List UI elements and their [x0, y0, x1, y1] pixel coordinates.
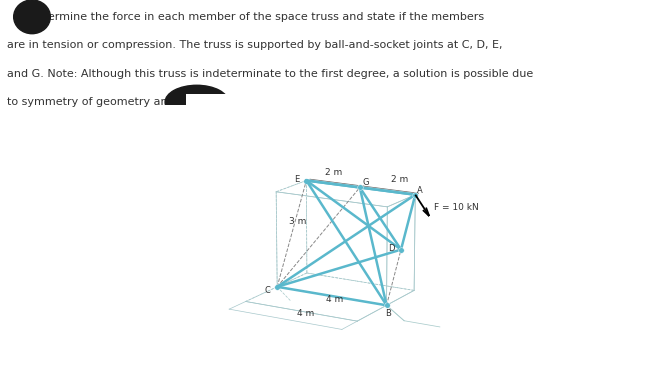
- Text: are in tension or compression. The truss is supported by ball-and-socket joints : are in tension or compression. The truss…: [7, 40, 502, 50]
- Text: to symmetry of geometry and loading.: to symmetry of geometry and loading.: [7, 97, 223, 107]
- Ellipse shape: [13, 0, 51, 34]
- Text: and G. Note: Although this truss is indeterminate to the first degree, a solutio: and G. Note: Although this truss is inde…: [7, 69, 533, 79]
- Text: 1: Determine the force in each member of the space truss and state if the member: 1: Determine the force in each member of…: [7, 12, 484, 22]
- Ellipse shape: [165, 85, 228, 119]
